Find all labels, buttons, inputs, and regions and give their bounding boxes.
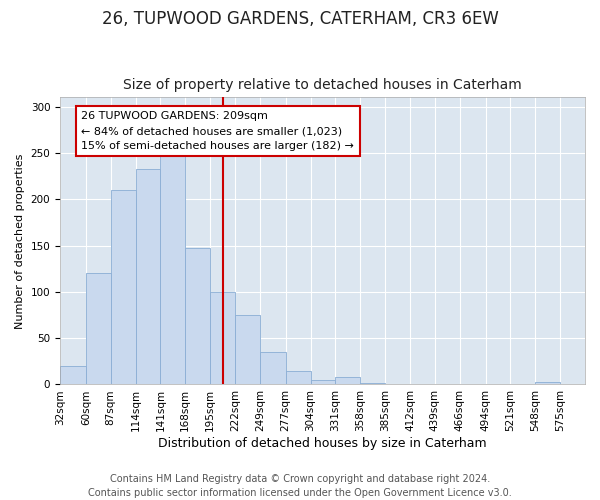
Bar xyxy=(360,382,385,384)
Bar xyxy=(86,274,110,384)
X-axis label: Distribution of detached houses by size in Caterham: Distribution of detached houses by size … xyxy=(158,437,487,450)
Bar xyxy=(136,168,160,384)
Bar xyxy=(160,155,185,384)
Bar xyxy=(60,366,86,384)
Title: Size of property relative to detached houses in Caterham: Size of property relative to detached ho… xyxy=(123,78,522,92)
Bar xyxy=(311,380,335,384)
Bar xyxy=(535,382,560,384)
Bar xyxy=(235,315,260,384)
Bar xyxy=(185,248,210,384)
Bar xyxy=(286,372,311,384)
Text: Contains HM Land Registry data © Crown copyright and database right 2024.
Contai: Contains HM Land Registry data © Crown c… xyxy=(88,474,512,498)
Text: 26 TUPWOOD GARDENS: 209sqm
← 84% of detached houses are smaller (1,023)
15% of s: 26 TUPWOOD GARDENS: 209sqm ← 84% of deta… xyxy=(81,111,354,151)
Bar xyxy=(260,352,286,384)
Bar xyxy=(210,292,235,384)
Text: 26, TUPWOOD GARDENS, CATERHAM, CR3 6EW: 26, TUPWOOD GARDENS, CATERHAM, CR3 6EW xyxy=(101,10,499,28)
Y-axis label: Number of detached properties: Number of detached properties xyxy=(15,153,25,328)
Bar xyxy=(110,190,136,384)
Bar xyxy=(335,377,360,384)
